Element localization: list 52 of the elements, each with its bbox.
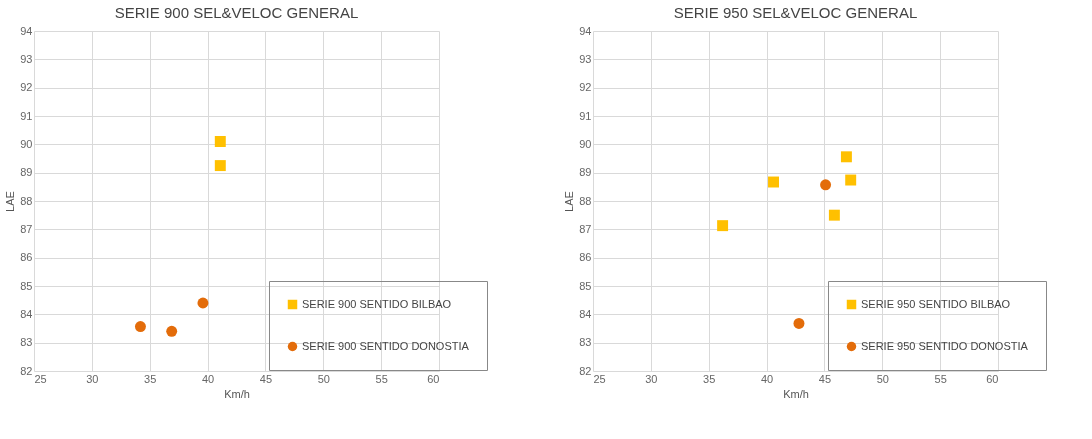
x-tick-label: 45 [259,372,273,385]
y-tick-label: 84 [20,307,33,320]
legend-label: SERIE 950 SENTIDO BILBAO [861,297,1011,310]
y-tick-label: 82 [20,364,33,377]
y-tick-label: 82 [579,364,592,377]
y-tick-label: 83 [20,336,33,349]
y-tick-label: 94 [20,24,33,37]
y-tick-label: 92 [20,81,33,94]
x-axis-title: Km/h [783,387,809,400]
x-tick-label: 25 [593,372,606,385]
y-tick-label: 87 [579,222,592,235]
x-tick-label: 25 [34,372,47,385]
y-axis-title: LAE [563,191,576,212]
y-tick-label: 91 [579,109,592,122]
y-tick-label: 94 [579,24,592,37]
y-tick-label: 90 [579,137,592,150]
y-tick-label: 89 [20,166,33,179]
x-tick-label: 30 [86,372,99,385]
x-axis-title: Km/h [224,387,250,400]
x-tick-label: 35 [144,372,157,385]
y-tick-label: 89 [579,166,592,179]
x-tick-label: 35 [703,372,716,385]
chart-title: SERIE 900 SEL&VELOC GENERAL [114,4,359,21]
chart-title: SERIE 950 SEL&VELOC GENERAL [673,4,918,21]
y-tick-label: 93 [20,52,33,65]
x-tick-label: 30 [645,372,658,385]
y-tick-label: 86 [579,251,592,264]
legend-label: SERIE 950 SENTIDO DONOSTIA [861,339,1029,352]
y-tick-label: 86 [20,251,33,264]
legend-label: SERIE 900 SENTIDO DONOSTIA [302,339,470,352]
x-tick-label: 50 [876,372,889,385]
y-tick-label: 85 [579,279,592,292]
y-tick-label: 88 [20,194,33,207]
y-tick-label: 90 [20,137,33,150]
y-tick-label: 83 [579,336,592,349]
x-tick-label: 45 [818,372,832,385]
x-tick-label: 50 [317,372,330,385]
x-tick-label: 60 [427,372,440,385]
x-tick-label: 55 [375,372,388,385]
x-tick-label: 40 [760,372,774,385]
y-tick-label: 88 [579,194,592,207]
x-tick-label: 60 [986,372,999,385]
x-tick-label: 40 [201,372,215,385]
y-tick-label: 91 [20,109,33,122]
x-tick-label: 55 [934,372,947,385]
y-tick-label: 87 [20,222,33,235]
y-tick-label: 92 [579,81,592,94]
y-tick-label: 93 [579,52,592,65]
y-tick-label: 84 [579,307,592,320]
legend-label: SERIE 900 SENTIDO BILBAO [302,297,452,310]
y-axis-title: LAE [4,191,17,212]
y-tick-label: 85 [20,279,33,292]
